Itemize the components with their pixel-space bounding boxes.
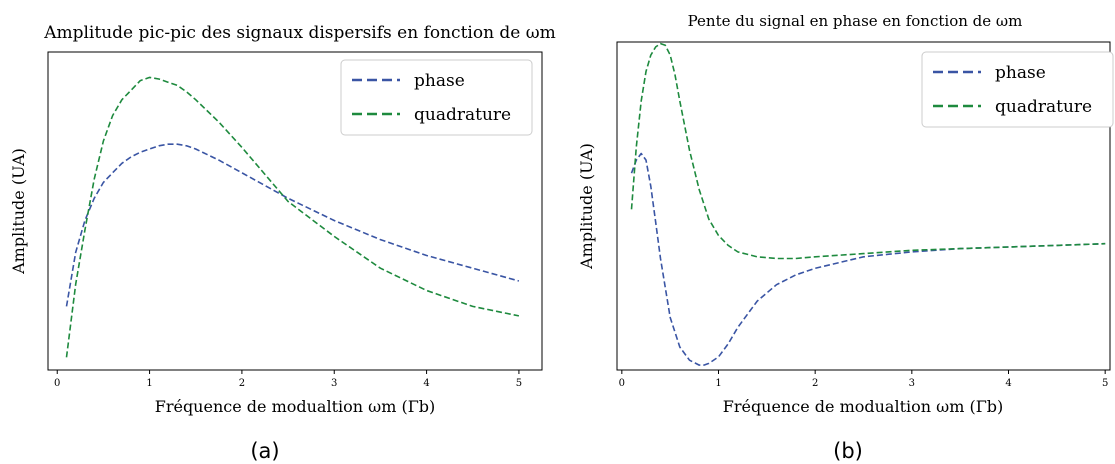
panel-a-caption: (a) — [250, 439, 279, 463]
panel-a: Amplitude pic-pic des signaux dispersifs… — [9, 23, 556, 463]
panel-b-y-axis-label: Amplitude (UA) — [577, 143, 596, 270]
panel-a-series-phase — [65, 143, 520, 307]
panel-b-series — [630, 42, 1106, 366]
panel-b-caption: (b) — [833, 439, 863, 463]
panel-a-x-axis-label: Fréquence de modualtion ωm (Γb) — [155, 397, 436, 416]
panel-b-x-tick-label: 2 — [812, 378, 818, 389]
panel-b-x-ticks: 0 1 2 3 4 5 — [619, 370, 1108, 389]
panel-a-title: Amplitude pic-pic des signaux dispersifs… — [43, 23, 556, 43]
panel-b: Pente du signal en phase en fonction de … — [577, 12, 1114, 463]
panel-a-series — [65, 76, 520, 358]
panel-b-series-quadrature — [630, 42, 1106, 260]
panel-a-x-tick-label: 0 — [54, 378, 60, 389]
panel-b-legend-quadrature-label: quadrature — [995, 97, 1092, 117]
panel-b-x-tick-label: 4 — [1005, 378, 1011, 389]
panel-b-series-phase — [630, 152, 1106, 366]
panel-b-plot-frame — [616, 41, 1111, 371]
panel-b-legend-phase-label: phase — [995, 63, 1046, 83]
panel-a-x-tick-label: 5 — [516, 378, 522, 389]
panel-a-y-axis-label: Amplitude (UA) — [9, 148, 28, 275]
panel-b-x-tick-label: 1 — [715, 378, 721, 389]
panel-b-legend: phase quadrature — [921, 51, 1114, 128]
panel-a-plot-frame — [47, 51, 543, 371]
panel-b-x-axis-label: Fréquence de modualtion ωm (Γb) — [723, 397, 1004, 416]
panel-a-legend-phase-label: phase — [414, 71, 465, 91]
panel-a-x-tick-label: 2 — [239, 378, 245, 389]
panel-a-legend-quadrature-label: quadrature — [414, 105, 511, 125]
panel-a-series-quadrature — [65, 76, 520, 358]
panel-a-x-tick-label: 1 — [146, 378, 152, 389]
panel-a-x-ticks: 0 1 2 3 4 5 — [54, 370, 522, 389]
panel-a-x-tick-label: 4 — [423, 378, 429, 389]
panel-b-x-tick-label: 0 — [619, 378, 625, 389]
panel-b-title: Pente du signal en phase en fonction de … — [688, 12, 1023, 30]
panel-b-x-tick-label: 5 — [1102, 378, 1108, 389]
panel-b-x-tick-label: 3 — [909, 378, 915, 389]
panel-a-x-tick-label: 3 — [331, 378, 337, 389]
panel-a-legend: phase quadrature — [340, 59, 533, 136]
